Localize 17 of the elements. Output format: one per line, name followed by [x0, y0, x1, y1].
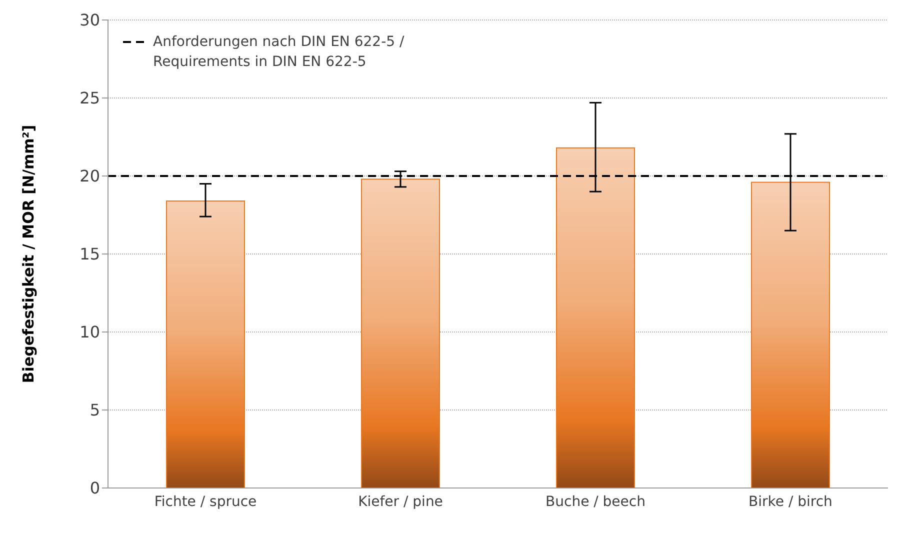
bar: [556, 147, 635, 488]
bar: [166, 200, 245, 488]
y-axis-title: Biegefestigkeit / MOR [N/mm²]: [19, 124, 38, 384]
y-tick-label: 10: [80, 322, 100, 342]
bar: [361, 178, 440, 488]
y-tick-label: 20: [80, 166, 100, 186]
y-tick-label: 5: [90, 400, 100, 420]
x-tick-label: Fichte / spruce: [154, 494, 257, 510]
y-tick-label: 25: [80, 88, 100, 108]
x-tick-label: Buche / beech: [546, 494, 646, 510]
y-tick-label: 0: [90, 478, 100, 498]
bar: [751, 182, 830, 488]
x-tick-label: Kiefer / pine: [358, 494, 443, 510]
x-tick-label: Birke / birch: [748, 494, 832, 510]
y-tick-label: 30: [80, 10, 100, 30]
legend-label: Anforderungen nach DIN EN 622-5 / Requirements in DIN EN 622-5: [153, 33, 406, 72]
y-tick-label: 15: [80, 244, 100, 264]
